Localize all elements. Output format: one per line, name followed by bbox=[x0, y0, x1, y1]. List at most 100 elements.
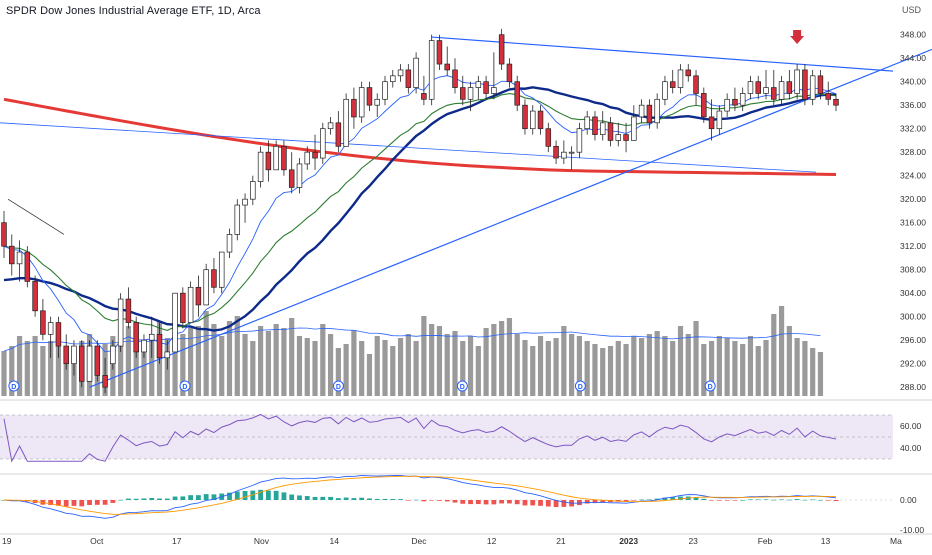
candle-body[interactable] bbox=[794, 69, 800, 94]
candle-body[interactable] bbox=[545, 128, 552, 147]
candle-body[interactable] bbox=[374, 98, 380, 106]
candle-body[interactable] bbox=[405, 69, 412, 88]
candle-body[interactable] bbox=[809, 75, 816, 100]
trendline-support[interactable] bbox=[89, 48, 932, 388]
candle-body[interactable] bbox=[320, 128, 326, 159]
candle-body[interactable] bbox=[187, 286, 194, 323]
candle-body[interactable] bbox=[817, 75, 824, 94]
candle-body[interactable] bbox=[833, 98, 839, 106]
candle-body[interactable] bbox=[771, 87, 777, 100]
candle-body[interactable] bbox=[32, 281, 38, 312]
candle-body[interactable] bbox=[778, 81, 785, 100]
candle-body[interactable] bbox=[180, 292, 186, 323]
candle-body[interactable] bbox=[646, 104, 653, 124]
candle-body[interactable] bbox=[755, 81, 761, 94]
candle-body[interactable] bbox=[786, 81, 793, 94]
candle-body[interactable] bbox=[203, 269, 209, 306]
candle-body[interactable] bbox=[110, 345, 116, 365]
candle-body[interactable] bbox=[164, 351, 171, 359]
candle-body[interactable] bbox=[615, 134, 622, 141]
dividend-marker[interactable] bbox=[8, 380, 20, 392]
candle-body[interactable] bbox=[358, 87, 365, 118]
candle-body[interactable] bbox=[693, 75, 699, 94]
candle-body[interactable] bbox=[273, 145, 279, 171]
candle-body[interactable] bbox=[631, 116, 637, 141]
candle-body[interactable] bbox=[327, 122, 334, 130]
candle-body[interactable] bbox=[654, 98, 660, 124]
candle-body[interactable] bbox=[242, 198, 248, 206]
candle-body[interactable] bbox=[250, 181, 256, 200]
candle-body[interactable] bbox=[195, 286, 202, 306]
candle-body[interactable] bbox=[444, 63, 450, 71]
candle-body[interactable] bbox=[16, 251, 23, 265]
candle-body[interactable] bbox=[701, 93, 707, 118]
candle-body[interactable] bbox=[669, 81, 676, 88]
candle-body[interactable] bbox=[1, 222, 7, 247]
candle-body[interactable] bbox=[63, 345, 69, 365]
candle-body[interactable] bbox=[592, 116, 598, 135]
candle-body[interactable] bbox=[724, 98, 730, 112]
candle-body[interactable] bbox=[40, 310, 46, 335]
candle-body[interactable] bbox=[172, 292, 178, 353]
candle-body[interactable] bbox=[47, 322, 54, 335]
candle-body[interactable] bbox=[312, 151, 318, 159]
candle-body[interactable] bbox=[576, 128, 583, 153]
candle-body[interactable] bbox=[141, 339, 147, 353]
candle-body[interactable] bbox=[467, 87, 474, 100]
candle-body[interactable] bbox=[708, 116, 715, 130]
candle-body[interactable] bbox=[460, 87, 466, 100]
candle-body[interactable] bbox=[568, 151, 575, 154]
candle-body[interactable] bbox=[483, 81, 489, 94]
candle-body[interactable] bbox=[397, 69, 404, 77]
dividend-marker[interactable] bbox=[704, 380, 716, 392]
candle-body[interactable] bbox=[94, 345, 101, 376]
candle-body[interactable] bbox=[133, 322, 139, 353]
candle-body[interactable] bbox=[553, 145, 559, 159]
candle-body[interactable] bbox=[218, 251, 225, 288]
candle-body[interactable] bbox=[763, 87, 769, 94]
candle-body[interactable] bbox=[623, 134, 629, 141]
dividend-marker[interactable] bbox=[179, 380, 191, 392]
candle-body[interactable] bbox=[413, 57, 419, 88]
candle-body[interactable] bbox=[234, 204, 241, 235]
trendline-upper-channel[interactable] bbox=[0, 122, 817, 173]
candle-body[interactable] bbox=[428, 40, 435, 100]
candle-body[interactable] bbox=[79, 345, 85, 382]
candle-body[interactable] bbox=[288, 169, 295, 188]
candle-body[interactable] bbox=[825, 93, 831, 100]
candle-body[interactable] bbox=[599, 122, 606, 135]
candle-body[interactable] bbox=[117, 298, 124, 347]
candle-body[interactable] bbox=[452, 69, 458, 88]
candle-body[interactable] bbox=[514, 81, 520, 106]
candle-body[interactable] bbox=[685, 69, 692, 77]
candle-body[interactable] bbox=[506, 63, 513, 83]
candle-body[interactable] bbox=[491, 87, 497, 94]
candle-body[interactable] bbox=[366, 87, 373, 106]
candle-body[interactable] bbox=[421, 93, 427, 100]
candle-body[interactable] bbox=[211, 269, 217, 288]
candle-body[interactable] bbox=[739, 93, 746, 106]
candle-body[interactable] bbox=[436, 40, 443, 65]
candle-body[interactable] bbox=[265, 151, 272, 171]
candle-body[interactable] bbox=[226, 234, 233, 253]
candle-body[interactable] bbox=[24, 251, 31, 282]
dividend-marker[interactable] bbox=[332, 380, 344, 392]
candle-body[interactable] bbox=[257, 151, 264, 182]
drawn-line[interactable] bbox=[7, 198, 65, 235]
candle-body[interactable] bbox=[747, 81, 754, 94]
candle-body[interactable] bbox=[125, 298, 132, 323]
candle-body[interactable] bbox=[529, 110, 536, 130]
candle-body[interactable] bbox=[148, 333, 155, 341]
candle-body[interactable] bbox=[296, 163, 303, 188]
candle-body[interactable] bbox=[281, 145, 287, 171]
candle-body[interactable] bbox=[662, 81, 668, 100]
candle-body[interactable] bbox=[335, 122, 342, 147]
candle-body[interactable] bbox=[498, 34, 505, 65]
candle-body[interactable] bbox=[304, 151, 311, 165]
candle-body[interactable] bbox=[677, 69, 684, 88]
candle-body[interactable] bbox=[584, 116, 590, 130]
candle-body[interactable] bbox=[86, 345, 93, 382]
candle-body[interactable] bbox=[102, 375, 108, 388]
